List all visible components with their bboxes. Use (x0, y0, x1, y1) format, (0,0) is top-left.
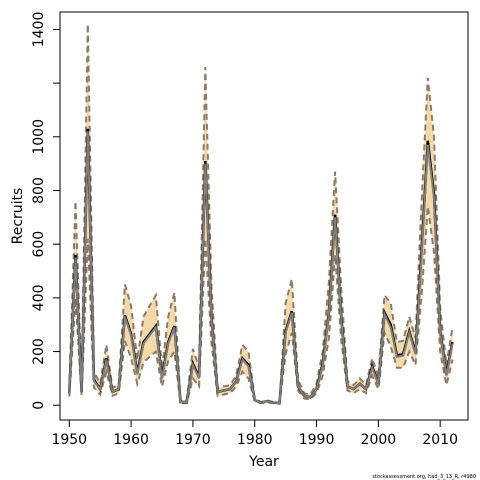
x-axis-title: Year (248, 454, 279, 470)
y-tick-label-400: 400 (31, 285, 47, 312)
y-tick-label-800: 800 (31, 177, 47, 204)
x-tick-label-1990: 1990 (299, 432, 335, 448)
estimate-line (68, 131, 454, 405)
plot-frame (59, 11, 469, 421)
y-tick-label-0: 0 (31, 401, 47, 410)
x-tick-label-2010: 2010 (422, 432, 458, 448)
y-tick-label-1400: 1400 (31, 12, 47, 48)
footer-credit: stockassessment.org, had_3_13_R, r4980 (372, 474, 476, 480)
x-tick-label-1970: 1970 (175, 432, 211, 448)
x-axis: 1950 1960 1970 1980 1990 2000 2010 (51, 420, 458, 448)
y-tick-label-600: 600 (31, 231, 47, 258)
y-tick-label-200: 200 (31, 338, 47, 365)
x-tick-label-1960: 1960 (113, 432, 149, 448)
y-axis: 0 200 400 600 800 1000 1400 (31, 12, 60, 410)
line-layer (68, 128, 454, 405)
y-axis-title: Recruits (10, 188, 26, 245)
x-tick-label-2000: 2000 (361, 432, 397, 448)
x-tick-label-1980: 1980 (237, 432, 273, 448)
x-tick-label-1950: 1950 (51, 432, 87, 448)
y-tick-label-1000: 1000 (31, 119, 47, 155)
